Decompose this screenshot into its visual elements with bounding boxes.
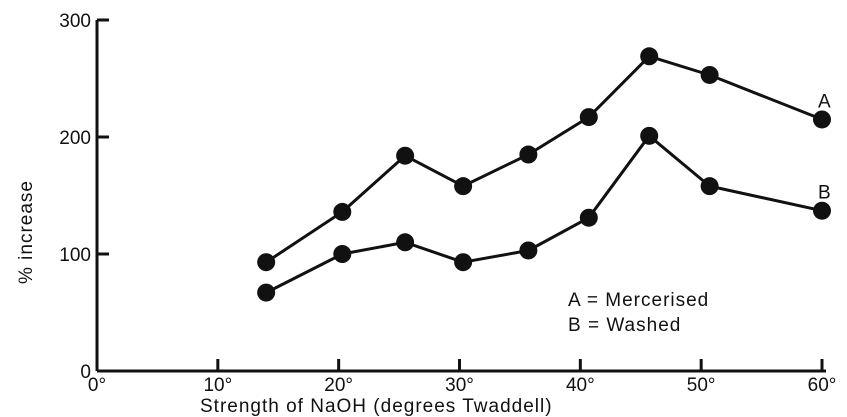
data-point-b xyxy=(257,283,276,302)
y-axis-ticks: 0 100 200 300 xyxy=(59,11,109,383)
data-point-a xyxy=(257,253,276,272)
data-point-b xyxy=(640,126,659,145)
data-point-a xyxy=(454,177,473,196)
x-tick-label: 0° xyxy=(88,375,106,396)
series-end-labels: AB xyxy=(818,91,831,203)
legend-entry-a: A = Mercerised xyxy=(568,290,709,311)
x-tick-label: 50° xyxy=(687,375,716,396)
data-point-b xyxy=(333,245,352,263)
series-line-a xyxy=(265,54,823,264)
y-tick-label: 0 xyxy=(80,362,91,383)
data-point-a xyxy=(519,145,538,164)
data-point-b xyxy=(396,233,415,252)
data-point-a xyxy=(700,65,719,84)
data-point-b xyxy=(813,201,831,220)
data-point-a xyxy=(333,202,352,221)
x-tick-label: 20° xyxy=(324,375,353,396)
data-point-b xyxy=(579,208,598,227)
legend-entry-b: B = Washed xyxy=(568,315,681,336)
data-point-a xyxy=(640,47,659,66)
x-tick-label: 10° xyxy=(203,375,232,396)
y-axis-title: % increase xyxy=(16,180,37,284)
data-point-a xyxy=(813,110,831,129)
x-axis-ticks: 0° 10° 20° 30° 40° 50° 60° xyxy=(88,359,836,396)
series-points xyxy=(257,47,831,302)
series-label-a: A xyxy=(818,91,831,112)
x-tick-label: 60° xyxy=(808,375,837,396)
data-point-a xyxy=(396,146,415,165)
x-tick-label: 30° xyxy=(445,375,474,396)
x-tick-label: 40° xyxy=(566,375,595,396)
y-tick-label: 300 xyxy=(59,11,91,32)
data-point-b xyxy=(454,253,473,272)
data-point-b xyxy=(519,241,538,260)
series-label-b: B xyxy=(818,183,831,204)
y-tick-label: 100 xyxy=(59,245,91,266)
y-tick-label: 200 xyxy=(59,128,91,149)
chart-legend: A = Mercerised B = Washed xyxy=(568,290,709,336)
x-axis-title: Strength of NaOH (degrees Twaddell) xyxy=(200,396,553,417)
data-point-a xyxy=(579,108,598,127)
data-point-b xyxy=(700,177,719,196)
